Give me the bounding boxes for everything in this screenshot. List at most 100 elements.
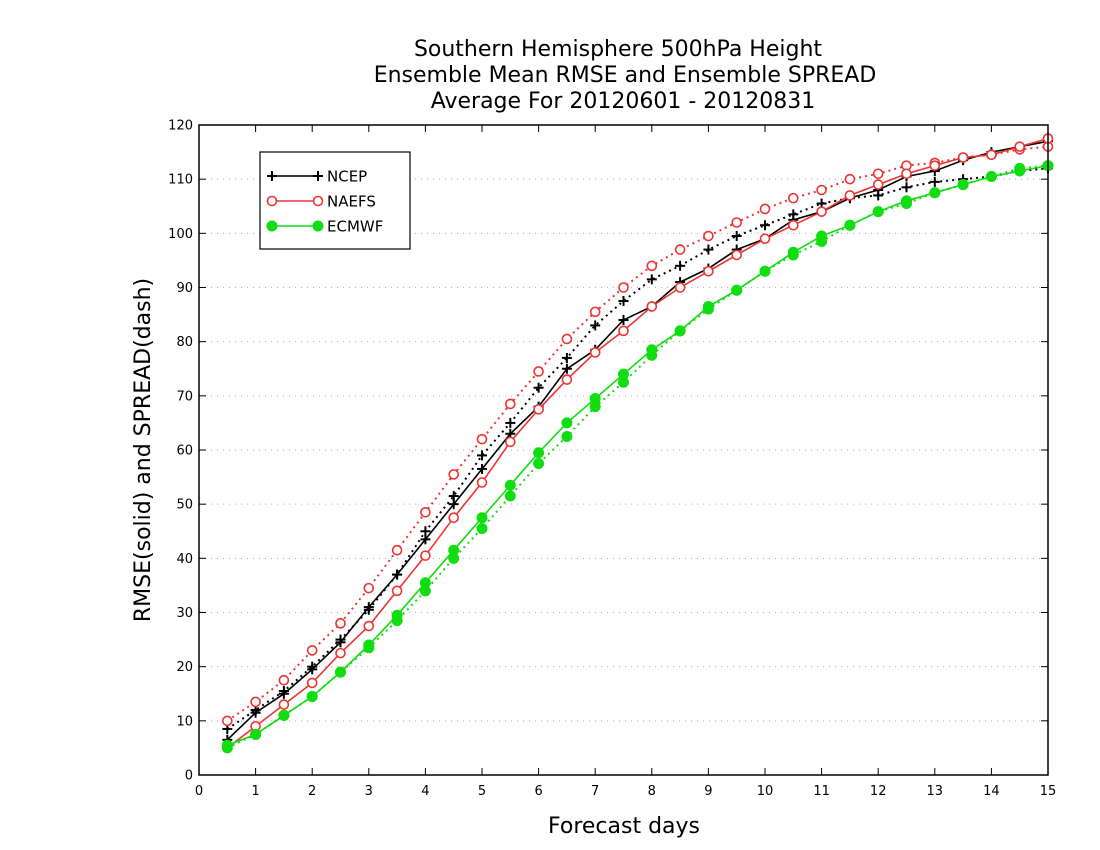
- x-tick-label: 3: [365, 784, 373, 799]
- ncep-rmse-point: [561, 363, 572, 374]
- ecmwf-rmse-point: [816, 230, 828, 242]
- x-tick-label: 6: [534, 784, 542, 799]
- y-axis-label: RMSE(solid) and SPREAD(dash): [131, 278, 156, 622]
- naefs-rmse-point: [476, 477, 488, 488]
- ecmwf-rmse-point: [476, 512, 488, 524]
- naefs-rmse-point: [391, 585, 403, 597]
- ecmwf-rmse-point: [731, 284, 743, 296]
- x-tick-label: 8: [648, 784, 656, 799]
- x-tick-label: 12: [870, 784, 887, 799]
- naefs-rmse-point: [306, 677, 318, 689]
- naefs-spread-point: [533, 366, 544, 377]
- ncep-spread-point: [731, 231, 742, 242]
- naefs-spread-point: [335, 618, 346, 629]
- ecmwf-rmse-point: [561, 417, 573, 429]
- naefs-rmse-point: [1014, 141, 1026, 152]
- ncep-spread-point: [561, 352, 572, 363]
- y-tick-label: 10: [176, 714, 193, 729]
- ecmwf-rmse-point: [533, 447, 545, 459]
- ncep-rmse-point: [448, 499, 459, 510]
- y-tick-label: 40: [176, 552, 193, 567]
- naefs-rmse-point: [504, 436, 516, 448]
- legend-marker-naefs: [312, 195, 324, 207]
- legend-label-ncep: NCEP: [327, 168, 367, 186]
- naefs-rmse-point: [335, 647, 346, 659]
- y-tick-label: 120: [168, 119, 193, 134]
- legend-marker-ecmwf: [312, 220, 324, 232]
- ecmwf-rmse-point: [1014, 165, 1026, 177]
- naefs-spread-point: [222, 715, 233, 727]
- ecmwf-rmse-point: [306, 690, 318, 702]
- naefs-rmse-point: [674, 282, 686, 293]
- ecmwf-rmse-point: [646, 344, 658, 356]
- ncep-spread-point: [675, 260, 686, 271]
- ncep-rmse-point: [278, 688, 289, 699]
- naefs-rmse-point: [986, 149, 997, 161]
- ecmwf-spread-point: [504, 490, 516, 502]
- x-tick-label: 15: [1040, 784, 1057, 799]
- ecmwf-rmse-point: [221, 739, 233, 751]
- naefs-spread-point: [476, 433, 488, 445]
- naefs-rmse-point: [901, 168, 912, 180]
- ncep-spread-point: [590, 320, 601, 331]
- naefs-spread-point: [363, 582, 375, 594]
- ncep-spread-point: [703, 244, 714, 255]
- legend-marker-ncep: [313, 171, 323, 181]
- ecmwf-rmse-point: [363, 639, 375, 651]
- ncep-spread-point: [929, 176, 940, 187]
- ecmwf-rmse-point: [250, 728, 262, 740]
- naefs-rmse-point: [929, 160, 941, 171]
- naefs-spread-point: [504, 398, 516, 410]
- chart-title-line-3: Average For 20120601 - 20120831: [431, 89, 816, 114]
- naefs-spread-point: [787, 192, 799, 204]
- ecmwf-rmse-point: [901, 195, 912, 207]
- naefs-rmse-point: [703, 265, 714, 277]
- naefs-spread-point: [703, 230, 714, 242]
- y-tick-label: 70: [176, 389, 193, 404]
- ecmwf-rmse-point: [844, 219, 856, 231]
- ecmwf-rmse-point: [702, 300, 714, 312]
- legend: NCEP NAEFS ECMWF: [259, 151, 411, 250]
- naefs-rmse-point: [589, 347, 601, 358]
- naefs-spread-point: [759, 203, 771, 215]
- y-tick-label: 100: [168, 227, 193, 242]
- naefs-spread-point: [646, 260, 658, 272]
- ecmwf-rmse-point: [872, 206, 884, 218]
- naefs-rmse-point: [561, 374, 573, 385]
- ecmwf-rmse-point: [419, 577, 431, 589]
- naefs-rmse-point: [363, 620, 375, 632]
- naefs-spread-point: [306, 645, 318, 656]
- naefs-rmse-point: [816, 206, 827, 217]
- ecmwf-spread-point: [476, 523, 488, 535]
- legend-marker-naefs: [266, 195, 278, 207]
- naefs-spread-line: [226, 145, 1049, 722]
- ncep-rmse-point: [392, 569, 403, 580]
- legend-label-naefs: NAEFS: [327, 193, 376, 211]
- ecmwf-rmse-point: [957, 179, 969, 191]
- y-tick-label: 30: [176, 606, 193, 621]
- naefs-rmse-point: [957, 152, 969, 163]
- ncep-rmse-point: [363, 602, 374, 613]
- ncep-rmse-point: [420, 534, 431, 545]
- naefs-rmse-point: [759, 233, 771, 245]
- naefs-rmse-point: [844, 190, 856, 201]
- ecmwf-spread-point: [561, 430, 573, 442]
- ecmwf-rmse-point: [618, 368, 629, 380]
- ecmwf-rmse-point: [929, 187, 941, 199]
- naefs-spread-point: [391, 544, 403, 556]
- chart-title-line-1: Southern Hemisphere 500hPa Height: [414, 37, 822, 62]
- naefs-spread-point: [816, 184, 827, 196]
- y-tick-label: 60: [176, 444, 193, 459]
- ecmwf-rmse-point: [504, 479, 516, 491]
- ecmwf-rmse-point: [448, 544, 460, 556]
- naefs-spread-point: [674, 244, 686, 255]
- ecmwf-rmse-point: [589, 393, 601, 405]
- naefs-rmse-point: [618, 325, 629, 337]
- ecmwf-spread-point: [533, 458, 545, 470]
- naefs-spread-point: [420, 506, 431, 518]
- naefs-spread-point: [618, 282, 629, 293]
- naefs-spread-point: [278, 674, 290, 686]
